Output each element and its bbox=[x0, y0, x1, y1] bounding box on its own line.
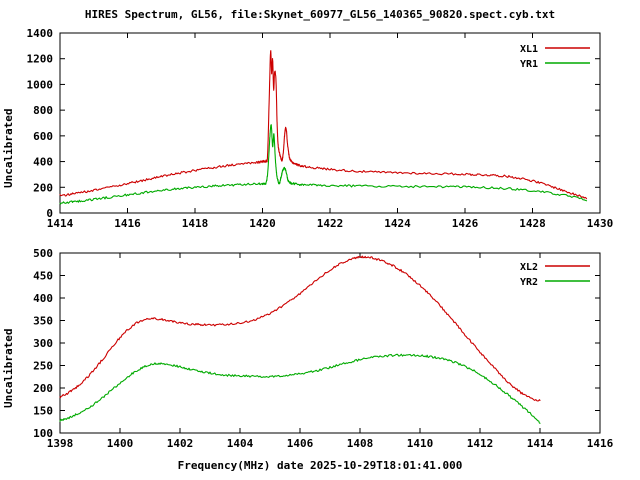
x-tick-label: 1398 bbox=[47, 437, 74, 450]
x-tick-label: 1402 bbox=[167, 437, 194, 450]
plot-top-plot: 1414 1416 1418 1420 1422 1424 1426 1428 1430 0 200… bbox=[27, 27, 614, 230]
y-tick-label: 1400 bbox=[27, 27, 54, 40]
x-tick-label: 1406 bbox=[287, 437, 314, 450]
y-tick-label: 400 bbox=[33, 156, 53, 169]
y-tick-label: 0 bbox=[46, 207, 53, 220]
x-tick-label: 1420 bbox=[249, 217, 276, 230]
x-tick-label: 1414 bbox=[527, 437, 554, 450]
y-tick-label: 500 bbox=[33, 247, 53, 260]
series-line-yr2 bbox=[59, 353, 541, 424]
x-tick-label: 1414 bbox=[47, 217, 74, 230]
x-tick-label: 1418 bbox=[182, 217, 209, 230]
x-tick-label: 1430 bbox=[587, 217, 614, 230]
legend-label-yr1: YR1 bbox=[520, 59, 538, 70]
x-tick-label: 1408 bbox=[347, 437, 374, 450]
x-tick-label: 1400 bbox=[107, 437, 134, 450]
plot-bottom-plot: 1398 1400 1402 1404 1406 1408 1410 1412 1414 1416… bbox=[33, 247, 613, 450]
y-tick-label: 150 bbox=[33, 405, 53, 418]
x-tick-label: 1412 bbox=[467, 437, 494, 450]
x-tick-label: 1426 bbox=[452, 217, 479, 230]
y-tick-label: 100 bbox=[33, 427, 53, 440]
series-line-xl2 bbox=[59, 255, 541, 402]
x-tick-label: 1416 bbox=[587, 437, 614, 450]
x-tick-label: 1404 bbox=[227, 437, 254, 450]
y-tick-label: 450 bbox=[33, 270, 53, 283]
y-tick-label: 800 bbox=[33, 104, 53, 117]
y-tick-label: 1000 bbox=[27, 78, 54, 91]
x-axis-label: Frequency(MHz) date 2025-10-29T18:01:41.… bbox=[177, 459, 463, 472]
y-tick-label: 200 bbox=[33, 382, 53, 395]
y-tick-label: 250 bbox=[33, 360, 53, 373]
x-tick-label: 1416 bbox=[114, 217, 141, 230]
legend-label-xl1: XL1 bbox=[520, 44, 538, 55]
series-line-yr1 bbox=[59, 124, 588, 205]
y-tick-label: 300 bbox=[33, 337, 53, 350]
page-title: HIRES Spectrum, GL56, file:Skynet_60977_… bbox=[84, 8, 556, 21]
y-tick-label: 400 bbox=[33, 292, 53, 305]
series-line-xl1 bbox=[59, 50, 588, 200]
legend-label-yr2: YR2 bbox=[520, 277, 538, 288]
x-tick-label: 1422 bbox=[317, 217, 344, 230]
x-tick-label: 1428 bbox=[519, 217, 546, 230]
x-tick-label: 1410 bbox=[407, 437, 434, 450]
x-tick-label: 1424 bbox=[384, 217, 411, 230]
y-tick-label: 600 bbox=[33, 130, 53, 143]
y-tick-label: 350 bbox=[33, 315, 53, 328]
y-tick-label: 200 bbox=[33, 181, 53, 194]
y-tick-label: 1200 bbox=[27, 53, 54, 66]
legend-label-xl2: XL2 bbox=[520, 262, 538, 273]
